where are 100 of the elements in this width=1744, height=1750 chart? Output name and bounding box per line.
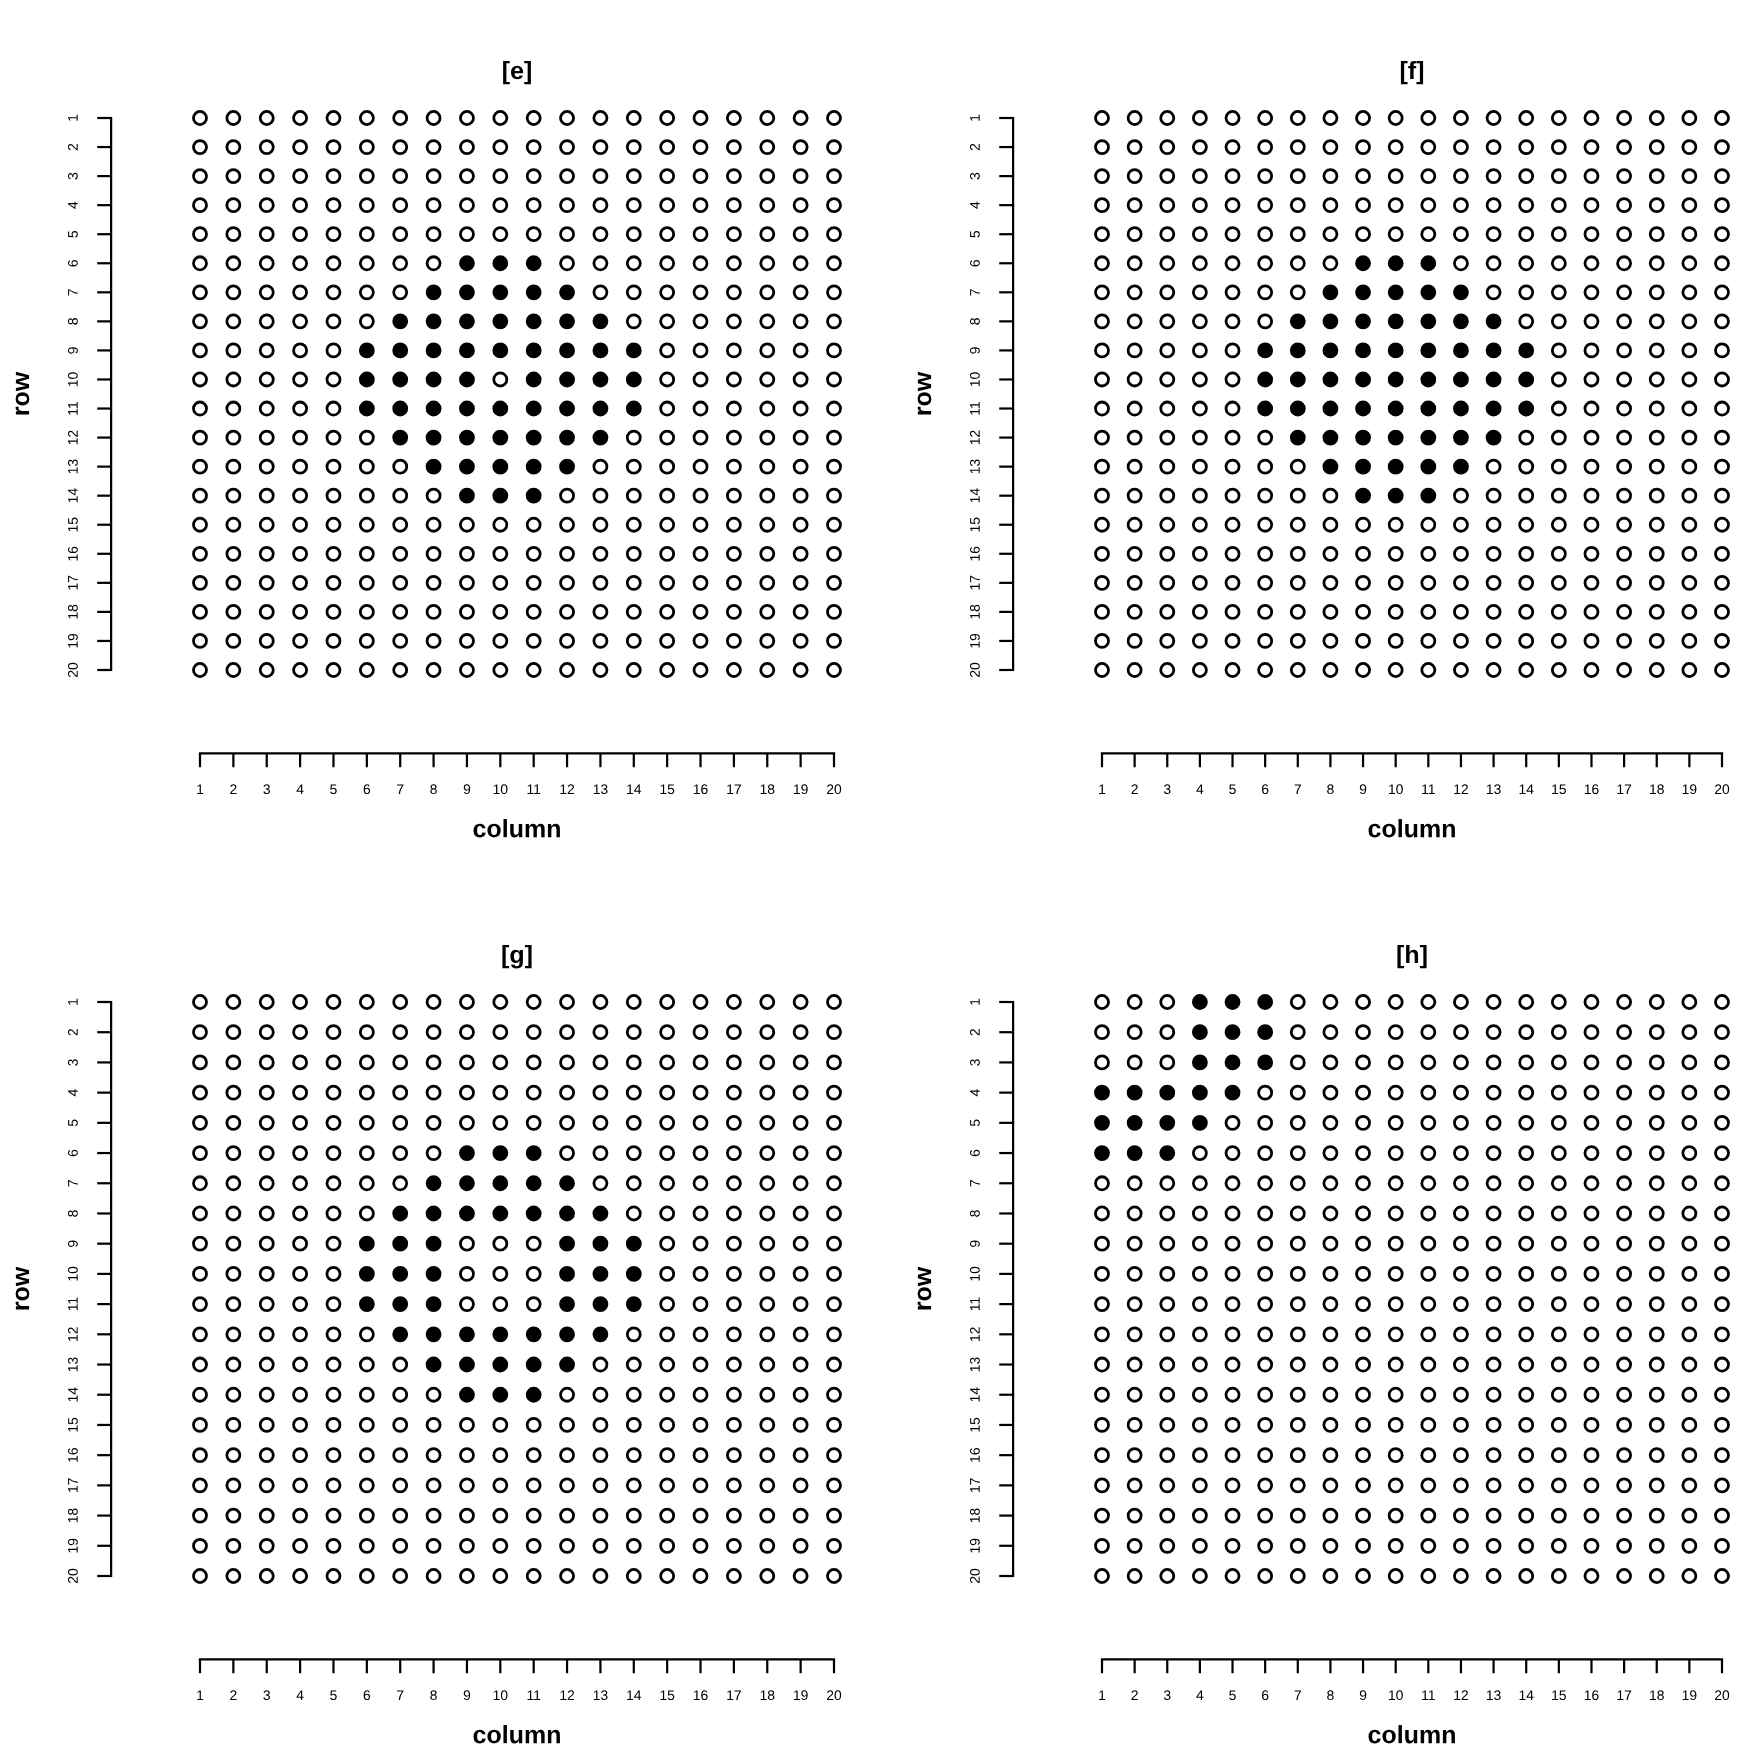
point (392, 1265, 409, 1282)
point (592, 1265, 609, 1282)
point (592, 400, 609, 417)
point (1257, 1054, 1274, 1071)
point (1387, 342, 1404, 359)
point (492, 429, 509, 446)
point (1257, 342, 1274, 359)
point (1322, 284, 1339, 301)
point (1485, 371, 1502, 388)
point (525, 342, 542, 359)
point (592, 1235, 609, 1252)
point (492, 313, 509, 330)
point (1159, 1084, 1176, 1101)
point (492, 487, 509, 504)
point (392, 1326, 409, 1343)
point (1518, 400, 1535, 417)
point (459, 458, 475, 475)
x-axis-title: column (1368, 1725, 1455, 1744)
point (1257, 994, 1274, 1010)
point (425, 371, 442, 388)
point (425, 284, 442, 301)
point (492, 1386, 509, 1403)
point (1420, 371, 1437, 388)
y-axis-title: row (15, 371, 30, 415)
point (492, 1356, 509, 1373)
point (492, 458, 509, 475)
point (425, 313, 442, 330)
point (559, 1235, 575, 1252)
point (525, 313, 542, 330)
point (1355, 429, 1371, 446)
point (559, 458, 575, 475)
point (392, 371, 409, 388)
point (1420, 458, 1437, 475)
point (1257, 371, 1274, 388)
point (1126, 1114, 1143, 1131)
point (1322, 371, 1339, 388)
point (1094, 1145, 1110, 1161)
point (1355, 313, 1371, 330)
y-axis-title: row (917, 1266, 932, 1310)
point (392, 400, 409, 417)
point (1355, 400, 1371, 417)
point (625, 400, 642, 417)
point (459, 1175, 475, 1192)
point (559, 342, 575, 359)
point (1289, 429, 1306, 446)
point (425, 1296, 442, 1313)
point (459, 342, 475, 359)
point (459, 284, 475, 301)
point (1191, 1084, 1208, 1101)
point (559, 400, 575, 417)
point (358, 1265, 375, 1282)
point (392, 313, 409, 330)
point (1094, 1084, 1110, 1101)
point (1387, 400, 1404, 417)
point (492, 1205, 509, 1222)
point (592, 1326, 609, 1343)
point (1355, 371, 1371, 388)
point (592, 429, 609, 446)
point (1289, 313, 1306, 330)
point (425, 342, 442, 359)
point (1453, 458, 1469, 475)
point (425, 1205, 442, 1222)
point (1322, 429, 1339, 446)
point (1420, 313, 1437, 330)
point (1322, 458, 1339, 475)
point (1322, 342, 1339, 359)
point (1224, 1084, 1241, 1101)
chart-title: [h] (1397, 944, 1427, 969)
point (525, 487, 542, 504)
point (1191, 1054, 1208, 1071)
point (425, 1175, 442, 1192)
point (459, 429, 475, 446)
point (1420, 400, 1437, 417)
point (1257, 1024, 1274, 1041)
point (1322, 313, 1339, 330)
point (1159, 1114, 1176, 1131)
point (459, 1356, 475, 1373)
point (1224, 1054, 1241, 1071)
point (1094, 1114, 1110, 1131)
y-axis-title: row (15, 1266, 30, 1310)
point (1420, 284, 1437, 301)
point (1453, 342, 1469, 359)
point (425, 1356, 442, 1373)
point (1224, 994, 1241, 1010)
point (492, 1145, 509, 1161)
point (392, 1235, 409, 1252)
point (525, 1145, 542, 1161)
point (1289, 342, 1306, 359)
point (525, 371, 542, 388)
point (559, 1265, 575, 1282)
y-axis-title: row (917, 371, 932, 415)
point (492, 255, 509, 272)
point (525, 255, 542, 272)
point (1453, 400, 1469, 417)
chart-title: [f] (1400, 60, 1424, 85)
point (1453, 371, 1469, 388)
point (358, 400, 375, 417)
point (1126, 1145, 1143, 1161)
point (1257, 400, 1274, 417)
point (492, 284, 509, 301)
